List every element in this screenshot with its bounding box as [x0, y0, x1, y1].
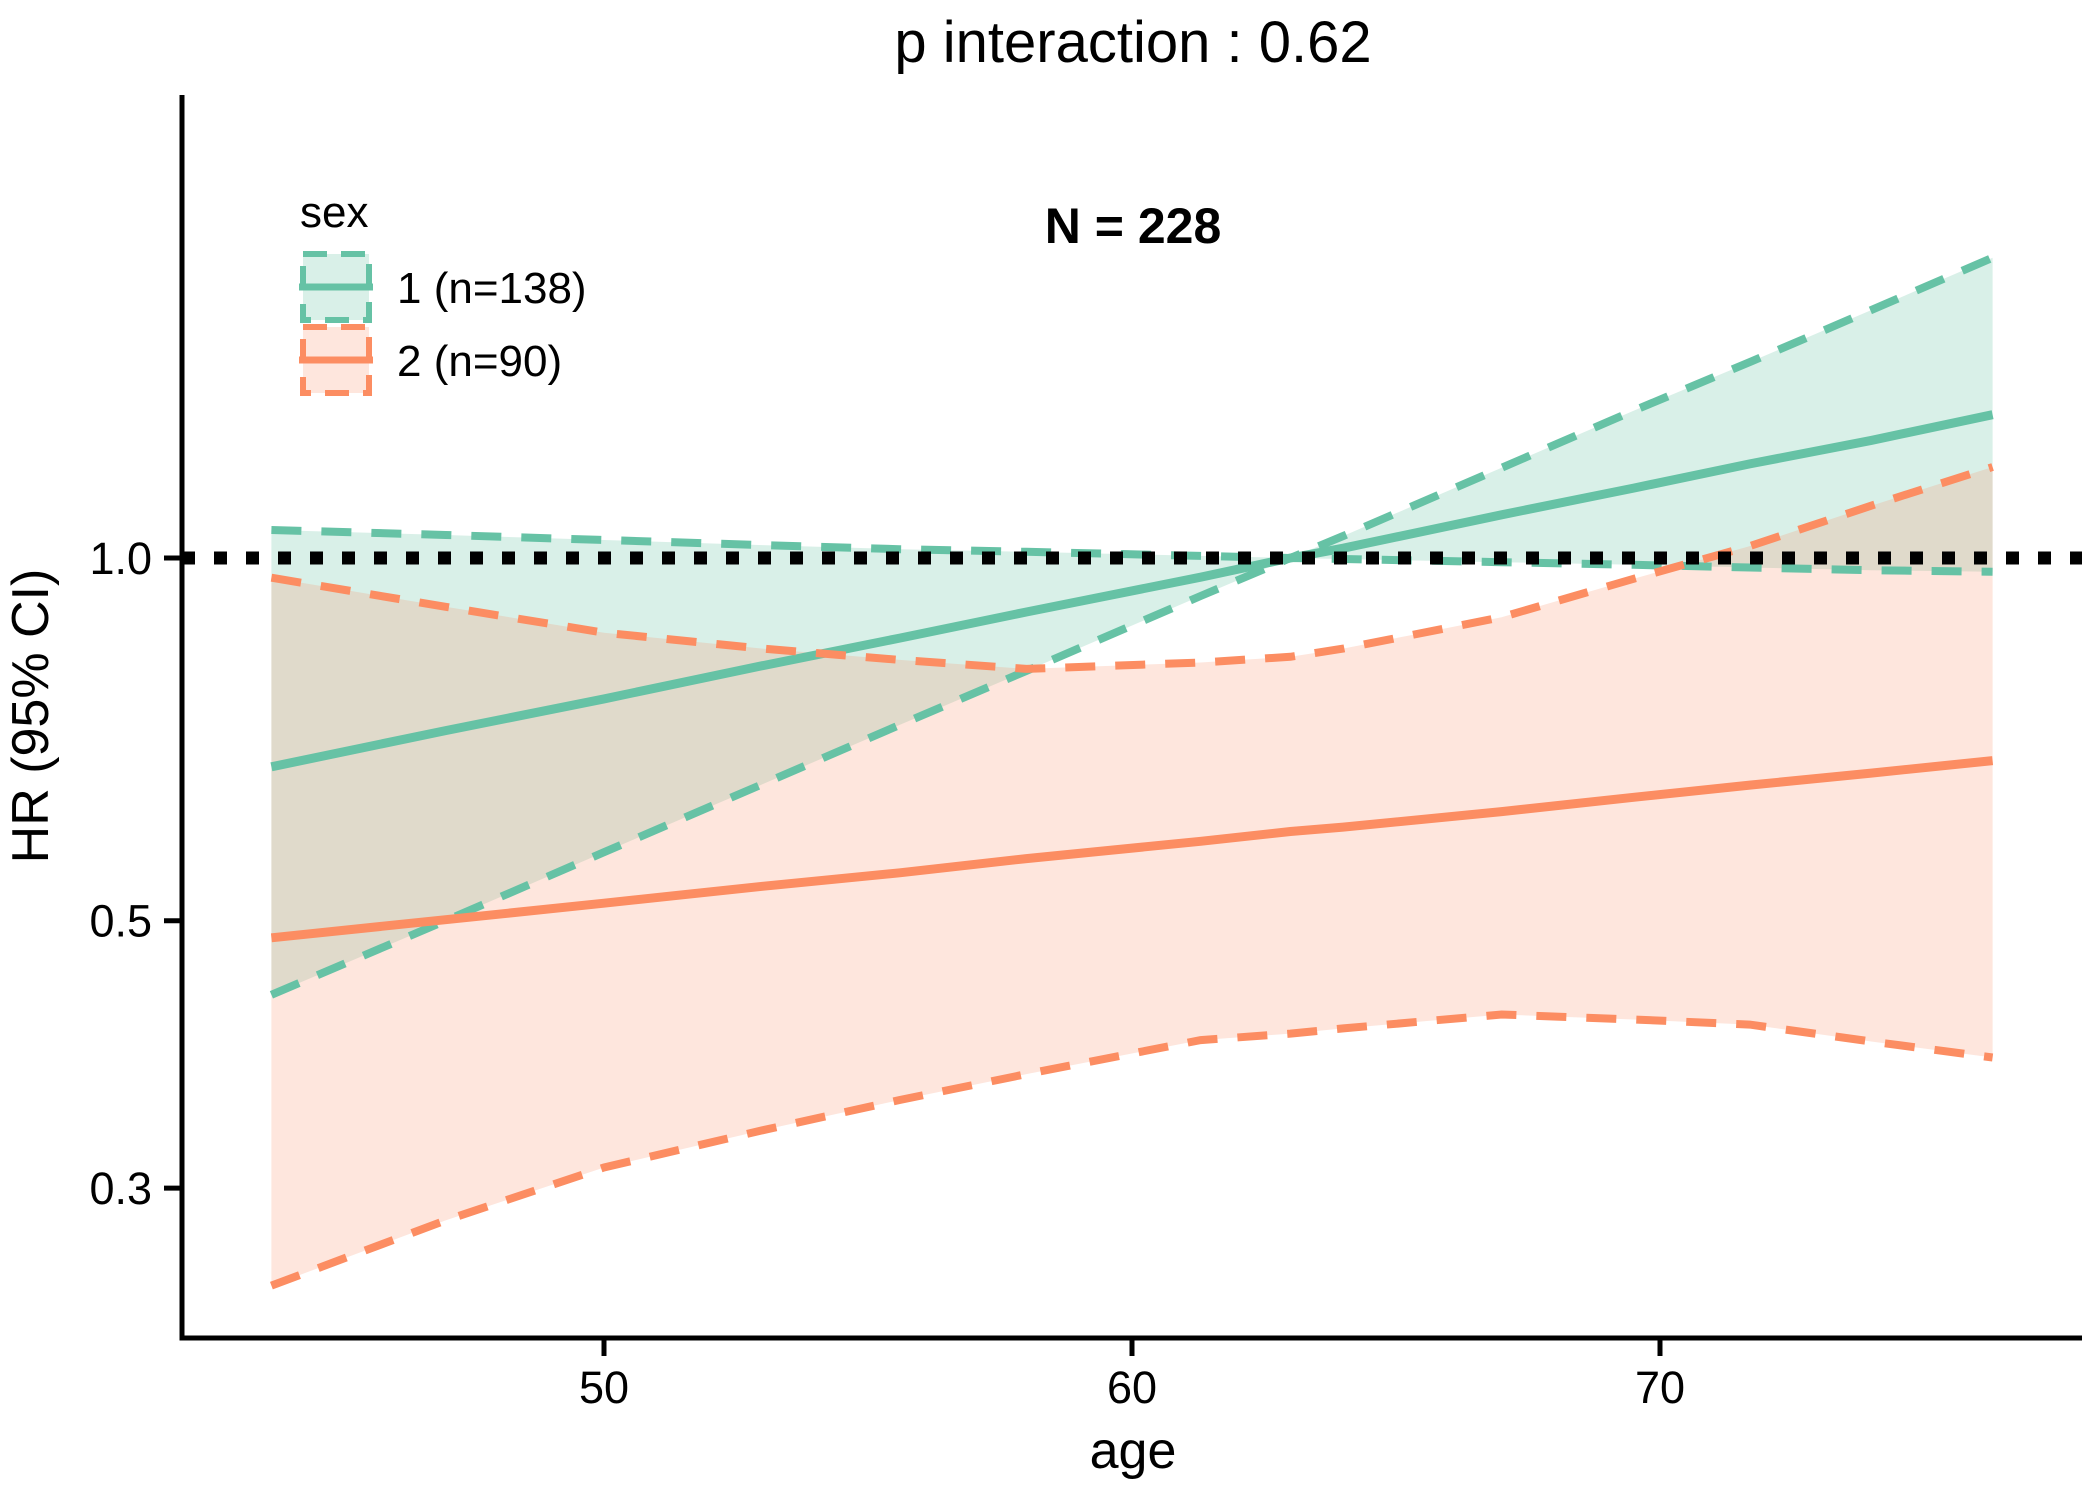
x-tick-label: 60 [1107, 1362, 1157, 1413]
sample-size-annotation: N = 228 [1045, 198, 1222, 254]
legend-entry-sex2: 2 (n=90) [299, 324, 562, 396]
plot-layers [182, 254, 2082, 1290]
ci-lower-line-group2 [269, 1010, 1994, 1290]
plot-title: p interaction : 0.62 [894, 10, 1371, 75]
x-tick-label: 70 [1635, 1362, 1685, 1413]
axis-ticks: 1.0 0.5 0.3 50 60 70 [89, 533, 1685, 1413]
y-tick-label: 0.5 [89, 896, 152, 947]
legend-label-sex2: 2 (n=90) [397, 337, 562, 386]
fit-line-group1 [270, 410, 1994, 772]
legend-entry-sex1: 1 (n=138) [299, 251, 587, 323]
x-axis-title: age [1090, 1422, 1177, 1480]
ci-lower-line-group1 [269, 553, 1993, 999]
ci-ribbon-group2 [271, 467, 1993, 1286]
y-tick-label: 1.0 [89, 533, 152, 584]
x-tick-label: 50 [579, 1362, 629, 1413]
legend: sex 1 (n=138) 2 (n=90) [299, 188, 587, 396]
y-tick-label: 0.3 [89, 1163, 152, 1214]
fit-line-group2 [270, 756, 1994, 943]
legend-label-sex1: 1 (n=138) [397, 264, 587, 313]
y-axis-title: HR (95% CI) [2, 569, 60, 864]
legend-title: sex [300, 188, 368, 237]
